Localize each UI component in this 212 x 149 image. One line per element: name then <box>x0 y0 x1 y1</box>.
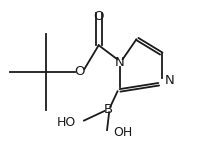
Text: N: N <box>165 74 175 87</box>
Text: HO: HO <box>56 115 76 129</box>
Text: OH: OH <box>113 127 132 139</box>
Text: O: O <box>75 65 85 78</box>
Text: B: B <box>103 103 113 116</box>
Text: O: O <box>93 10 104 22</box>
Text: N: N <box>115 56 124 69</box>
